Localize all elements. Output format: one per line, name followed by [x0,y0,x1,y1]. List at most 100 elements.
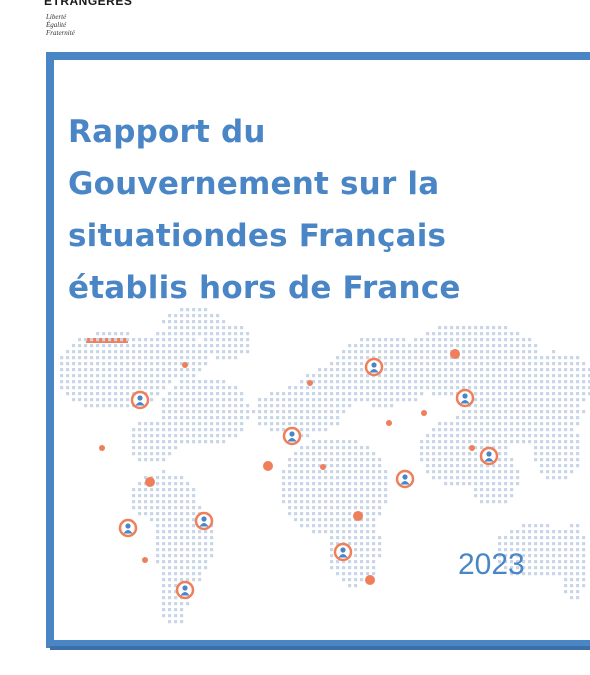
map-dot [180,482,184,486]
map-dot [510,434,514,438]
map-dot [498,494,502,498]
map-dot [450,386,454,390]
map-dot [102,398,106,402]
map-dot [546,368,550,372]
map-dot [168,506,172,510]
map-dot [462,362,466,366]
map-dot [162,518,166,522]
map-dot [486,368,490,372]
map-dot [144,458,148,462]
map-dot [162,572,166,576]
map-dot [318,482,322,486]
map-dot [492,416,496,420]
map-dot [162,542,166,546]
map-dot [360,356,364,360]
map-dot [480,470,484,474]
map-dot [378,482,382,486]
map-dot [354,368,358,372]
map-dot [576,368,580,372]
map-dot [426,332,430,336]
map-dot [576,362,580,366]
map-dot [180,398,184,402]
map-dot [528,398,532,402]
map-dot [552,350,556,354]
map-dot [222,398,226,402]
map-dot [198,404,202,408]
map-dot [174,350,178,354]
map-dot [558,434,562,438]
map-dot [414,386,418,390]
map-dot [426,452,430,456]
map-dot [324,374,328,378]
map-dot [192,320,196,324]
map-dot [438,350,442,354]
map-dot [354,464,358,468]
map-dot [282,482,286,486]
map-dot [162,404,166,408]
map-dot [564,458,568,462]
map-dot [180,368,184,372]
map-dot [162,578,166,582]
map-dot [402,374,406,378]
map-dot [360,464,364,468]
map-dot [312,392,316,396]
map-dot [198,542,202,546]
map-dot [342,512,346,516]
map-dot [366,386,370,390]
map-dot [546,446,550,450]
map-dot [462,356,466,360]
map-dot [540,572,544,576]
map-dot [132,428,136,432]
map-dot [408,350,412,354]
map-dot [216,326,220,330]
map-dot [162,452,166,456]
map-dot [186,380,190,384]
map-dot [492,374,496,378]
map-dot [396,356,400,360]
map-dot [438,470,442,474]
map-dot [318,410,322,414]
map-dot [60,356,64,360]
map-dot [510,560,514,564]
map-dot [486,374,490,378]
map-dot [516,566,520,570]
map-dot [540,398,544,402]
map-dot [198,530,202,534]
map-dot [492,494,496,498]
map-dot [510,566,514,570]
map-dot [204,392,208,396]
map-dot [462,416,466,420]
map-dot [72,398,76,402]
map-dot [348,506,352,510]
map-dot [168,416,172,420]
map-dot [192,314,196,318]
map-dot [312,398,316,402]
map-dot [450,446,454,450]
map-dot [480,440,484,444]
map-dot [384,344,388,348]
map-dot [78,368,82,372]
map-dot [516,368,520,372]
map-dot [174,602,178,606]
map-dot [78,362,82,366]
map-dot [504,422,508,426]
map-dot [186,314,190,318]
map-dot [192,518,196,522]
map-dot [342,440,346,444]
map-dot [360,524,364,528]
map-dot [210,380,214,384]
map-dot [198,428,202,432]
map-dot [180,386,184,390]
map-dot [378,542,382,546]
map-dot [186,554,190,558]
map-dot [180,338,184,342]
map-dot [360,476,364,480]
map-dot [174,596,178,600]
map-dot [318,488,322,492]
map-dot [324,440,328,444]
map-dot [186,518,190,522]
map-dot [474,338,478,342]
map-dot [180,524,184,528]
map-dot [222,320,226,324]
map-dot [546,524,550,528]
